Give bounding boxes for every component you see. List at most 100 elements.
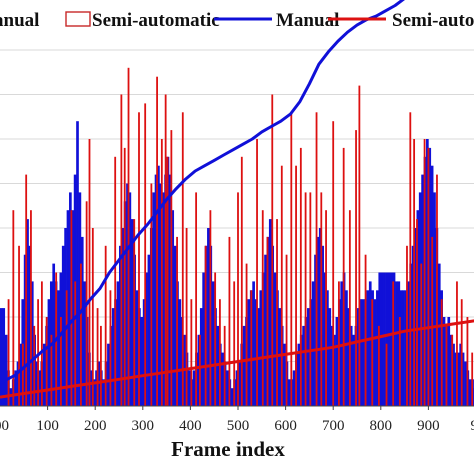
semi-automatic-bar — [295, 165, 297, 406]
manual-bar — [406, 281, 410, 406]
manual-bar — [283, 343, 286, 406]
manual-bar — [395, 281, 398, 406]
manual-bar — [4, 334, 8, 406]
manual-bar — [454, 352, 458, 406]
manual-bar — [302, 325, 305, 406]
semi-automatic-bar — [70, 210, 73, 406]
manual-bar — [197, 334, 201, 406]
semi-automatic-bar — [290, 112, 293, 407]
semi-automatic-bar — [471, 352, 474, 406]
manual-bar — [135, 290, 139, 406]
manual-bar — [188, 370, 191, 406]
semi-automatic-bar — [114, 156, 117, 406]
semi-automatic-bar — [12, 210, 15, 406]
manual-bar — [64, 228, 67, 406]
manual-bar — [211, 281, 215, 406]
manual-bar — [207, 228, 210, 406]
semi-automatic-bar — [406, 245, 408, 406]
x-tick-label: 200 — [84, 418, 107, 434]
manual-bar — [111, 308, 115, 406]
semi-automatic-bar — [436, 174, 438, 406]
manual-bar — [154, 174, 158, 406]
manual-bar — [297, 343, 301, 406]
manual-bar — [387, 272, 391, 406]
manual-bar — [437, 263, 441, 406]
manual-bar — [278, 308, 282, 406]
manual-bar — [199, 308, 203, 406]
semi-automatic-bar — [413, 139, 416, 406]
manual-bar — [57, 290, 60, 406]
manual-bar — [69, 192, 72, 406]
semi-automatic-bar — [138, 112, 140, 407]
manual-bar — [385, 272, 389, 406]
semi-automatic-bar — [456, 281, 458, 406]
semi-automatic-bar — [40, 281, 43, 406]
semi-automatic-bar — [440, 299, 443, 406]
manual-bar — [16, 361, 20, 406]
semi-automatic-bar — [21, 343, 24, 406]
manual-bar — [366, 290, 370, 406]
semi-automatic-bar — [209, 210, 212, 406]
semi-automatic-bar — [460, 299, 463, 406]
semi-automatic-bars — [7, 67, 474, 407]
manual-bar — [414, 228, 417, 406]
legend: anual Semi-automatic Manual Semi-autom — [0, 10, 474, 31]
manual-bar — [383, 272, 386, 406]
manual-bar — [318, 228, 322, 406]
semi-automatic-bar — [431, 236, 434, 406]
semi-automatic-bar — [392, 281, 395, 406]
manual-bar — [242, 325, 246, 406]
semi-automatic-bar — [219, 299, 221, 406]
semi-automatic-bar — [88, 139, 91, 406]
manual-bar — [230, 388, 234, 406]
manual-bar — [0, 308, 3, 406]
manual-bar — [80, 236, 84, 406]
semi-automatic-bar — [338, 281, 340, 406]
manual-bar — [90, 370, 94, 406]
semi-automatic-bar — [420, 263, 423, 406]
manual-bar — [173, 245, 177, 406]
semi-automatic-bar — [256, 139, 258, 406]
manual-bar — [107, 343, 110, 406]
manual-bar — [333, 334, 336, 406]
x-tick-label: 400 — [179, 418, 202, 434]
x-tick-label: 800 — [370, 418, 393, 434]
semi-automatic-bar — [100, 325, 102, 406]
manual-bar — [42, 343, 46, 406]
semi-automatic-bar — [299, 147, 302, 406]
semi-automatic-bar — [237, 192, 239, 406]
legend-label: Manual — [276, 10, 339, 31]
manual-bar — [449, 334, 453, 406]
manual-bar — [178, 299, 182, 406]
manual-bar — [126, 183, 129, 406]
manual-bar — [287, 379, 291, 406]
semi-automatic-bar — [127, 67, 130, 407]
manual-bar — [340, 281, 344, 406]
semi-automatic-bar — [233, 281, 236, 406]
manual-bar — [254, 299, 258, 406]
semi-automatic-bar — [109, 290, 112, 406]
semi-automatic-line — [0, 319, 474, 399]
manual-bar — [19, 343, 22, 406]
manual-bar — [421, 174, 424, 406]
semi-automatic-bar — [25, 174, 28, 406]
x-tick-label-edge: 9 — [471, 418, 474, 434]
semi-automatic-bar — [214, 272, 217, 406]
manual-bar — [23, 254, 27, 406]
manual-bar — [433, 192, 436, 406]
manual-bar — [464, 361, 467, 406]
manual-bar — [157, 165, 160, 406]
manual-bar — [78, 192, 82, 406]
semi-automatic-bar — [377, 325, 380, 406]
semi-automatic-bar — [451, 334, 454, 406]
cumulative-lines — [0, 0, 474, 399]
manual-bar — [71, 210, 75, 406]
semi-automatic-bar — [18, 245, 20, 406]
manual-bar — [447, 317, 451, 406]
manual-bar — [323, 272, 327, 406]
manual-bar — [314, 254, 317, 406]
manual-bar — [426, 139, 429, 406]
manual-bar — [247, 299, 251, 406]
semi-automatic-bar — [342, 147, 345, 406]
semi-automatic-bar — [30, 210, 32, 406]
